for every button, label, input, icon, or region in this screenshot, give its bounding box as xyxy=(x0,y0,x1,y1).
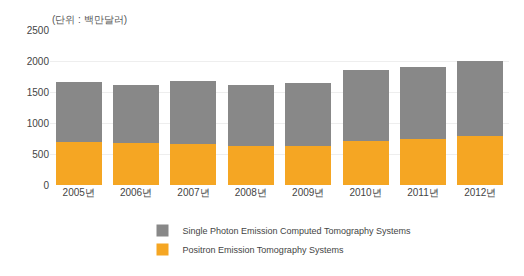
svg-text:2007년: 2007년 xyxy=(177,187,209,198)
svg-text:2009년: 2009년 xyxy=(292,187,324,198)
svg-text:Single Photon Emission Compute: Single Photon Emission Computed Tomograp… xyxy=(183,226,411,236)
svg-text:2006년: 2006년 xyxy=(120,187,152,198)
svg-text:2012년: 2012년 xyxy=(464,187,496,198)
svg-text:2010년: 2010년 xyxy=(349,187,381,198)
svg-text:(단위 : 백만달러): (단위 : 백만달러) xyxy=(52,14,127,25)
svg-text:1000: 1000 xyxy=(27,118,50,129)
svg-text:2005년: 2005년 xyxy=(63,187,95,198)
svg-text:1500: 1500 xyxy=(27,87,50,98)
svg-text:0: 0 xyxy=(43,180,49,191)
svg-text:2008년: 2008년 xyxy=(235,187,267,198)
svg-text:2011년: 2011년 xyxy=(407,187,439,198)
svg-text:2500: 2500 xyxy=(27,25,50,36)
svg-text:2000: 2000 xyxy=(27,56,50,67)
svg-text:Positron Emission Tomography S: Positron Emission Tomography Systems xyxy=(183,245,344,255)
svg-text:500: 500 xyxy=(32,149,49,160)
